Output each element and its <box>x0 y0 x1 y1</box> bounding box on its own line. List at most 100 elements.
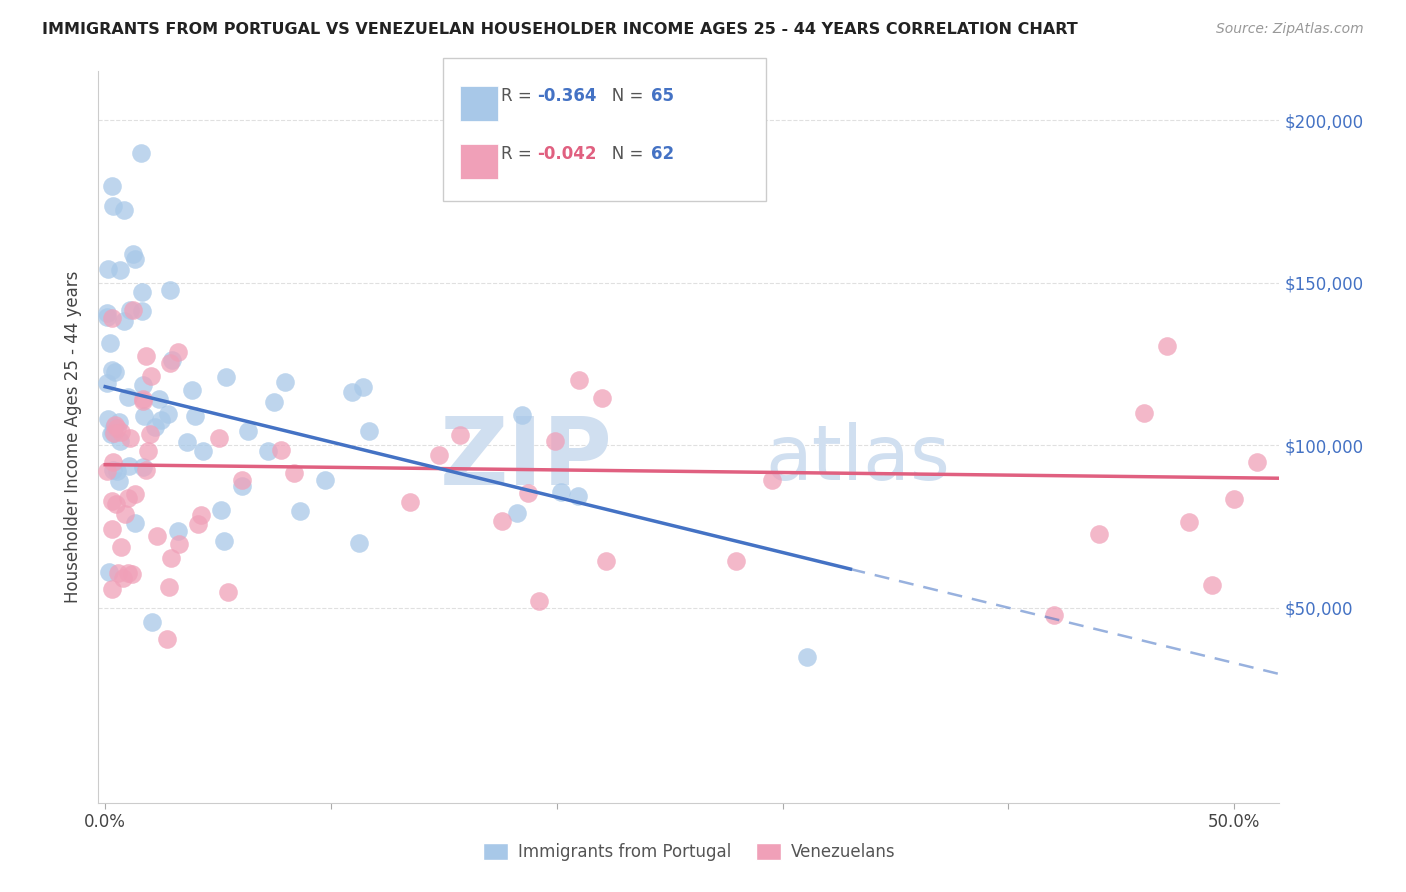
Text: atlas: atlas <box>766 422 950 496</box>
Point <box>110 541 132 555</box>
Point <box>212 533 235 548</box>
Text: IMMIGRANTS FROM PORTUGAL VS VENEZUELAN HOUSEHOLDER INCOME AGES 25 - 44 YEARS COR: IMMIGRANTS FROM PORTUGAL VS VENEZUELAN H… <box>42 22 1078 37</box>
Point <box>96 305 118 319</box>
Point <box>105 421 128 435</box>
Point <box>124 516 146 531</box>
Point <box>427 448 450 462</box>
Point <box>124 252 146 266</box>
Point <box>131 145 153 160</box>
Point <box>231 479 253 493</box>
Point <box>117 491 139 506</box>
Point <box>97 412 120 426</box>
Text: 62: 62 <box>651 145 673 163</box>
Point <box>143 420 166 434</box>
Point <box>544 434 567 449</box>
Point <box>159 283 181 297</box>
Text: N =: N = <box>596 87 648 105</box>
Point <box>342 385 364 400</box>
Point <box>110 425 132 439</box>
Point <box>141 615 163 630</box>
Point <box>148 392 170 406</box>
Point <box>209 502 232 516</box>
Point <box>399 494 422 508</box>
Point <box>263 395 285 409</box>
Point <box>516 486 538 500</box>
Point <box>156 632 179 646</box>
Point <box>139 426 162 441</box>
Point <box>101 311 124 326</box>
Point <box>100 335 122 350</box>
Point <box>96 310 118 324</box>
Point <box>491 514 513 528</box>
Point <box>215 369 238 384</box>
Point <box>176 434 198 449</box>
Point <box>112 202 135 217</box>
Point <box>166 524 188 538</box>
Point <box>146 528 169 542</box>
Point <box>108 434 131 449</box>
Point <box>131 285 153 299</box>
Point <box>314 473 336 487</box>
Point <box>256 444 278 458</box>
Point <box>190 508 212 522</box>
Point <box>169 537 191 551</box>
Point <box>138 444 160 458</box>
Text: 65: 65 <box>651 87 673 105</box>
Point <box>122 303 145 318</box>
Point <box>761 473 783 487</box>
Point <box>135 463 157 477</box>
Point <box>103 425 125 439</box>
Point <box>274 375 297 389</box>
Point <box>1156 339 1178 353</box>
Text: Source: ZipAtlas.com: Source: ZipAtlas.com <box>1216 22 1364 37</box>
Point <box>100 427 122 442</box>
Point <box>108 474 131 488</box>
Point <box>103 463 125 477</box>
Legend: Immigrants from Portugal, Venezuelans: Immigrants from Portugal, Venezuelans <box>475 836 903 868</box>
Point <box>796 649 818 664</box>
Point <box>118 431 141 445</box>
Point <box>359 425 381 439</box>
Point <box>208 431 231 445</box>
Point <box>132 409 155 423</box>
Text: -0.364: -0.364 <box>537 87 596 105</box>
Point <box>108 416 131 430</box>
Point <box>283 466 305 480</box>
Point <box>1042 607 1064 622</box>
Point <box>1223 491 1246 506</box>
Point <box>231 474 253 488</box>
Point <box>1088 527 1111 541</box>
Point <box>105 464 128 478</box>
Point <box>1133 406 1156 420</box>
Point <box>132 459 155 474</box>
Text: ZIP: ZIP <box>439 413 612 505</box>
Point <box>118 303 141 318</box>
Point <box>122 247 145 261</box>
Point <box>595 554 617 568</box>
Point <box>97 261 120 276</box>
Point <box>141 369 163 384</box>
Point <box>181 384 204 398</box>
Point <box>568 373 591 387</box>
Point <box>1201 578 1223 592</box>
Point <box>162 352 184 367</box>
Point <box>100 582 122 596</box>
Point <box>101 363 124 377</box>
Point <box>506 506 529 520</box>
Text: R =: R = <box>501 87 537 105</box>
Point <box>166 344 188 359</box>
Point <box>98 565 121 579</box>
Point <box>236 424 259 438</box>
Point <box>100 494 122 508</box>
Point <box>591 391 613 405</box>
Point <box>131 392 153 406</box>
Point <box>104 365 127 379</box>
Point <box>111 571 134 585</box>
Point <box>105 497 128 511</box>
Point <box>183 409 205 423</box>
Y-axis label: Householder Income Ages 25 - 44 years: Householder Income Ages 25 - 44 years <box>65 271 83 603</box>
Point <box>527 594 550 608</box>
Point <box>157 580 180 594</box>
Point <box>124 487 146 501</box>
Point <box>117 390 139 404</box>
